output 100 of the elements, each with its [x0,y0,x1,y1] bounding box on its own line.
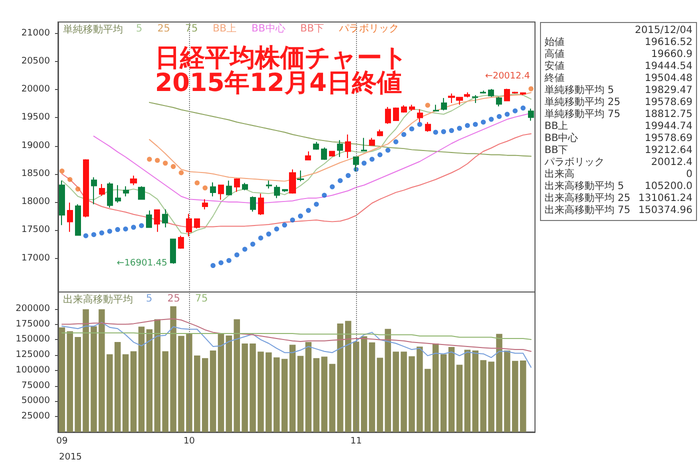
candlestick [305,150,311,161]
y-tick-label: 75000 [21,380,50,391]
point [162,160,168,166]
bar [122,354,129,432]
point [377,152,382,158]
point [464,123,470,128]
text: 19944.74 [644,121,692,132]
text: 2015/12/04 [634,25,692,36]
y-tick-label: 17000 [21,253,50,264]
point [338,178,343,184]
line-series [148,102,532,157]
point [146,156,152,162]
point [472,122,478,127]
candlestick [496,96,502,107]
point [131,224,136,230]
point [83,233,88,238]
candlestick [67,202,73,232]
text: 150374.96 [638,205,692,216]
candlestick [480,90,486,94]
text: 19444.54 [644,61,692,72]
point [322,192,327,198]
text: 19504.48 [644,73,692,84]
candlestick [250,196,256,212]
point [314,202,319,207]
bar [368,342,376,432]
y-tick-label: 200000 [16,304,50,314]
bar [218,333,224,432]
point [170,164,176,170]
point [242,246,248,252]
x-axis-title: 2015 [59,452,82,462]
annotation: ←20012.4 [485,71,530,82]
point [385,148,390,153]
candlestick [321,146,327,160]
candlestick [107,182,113,208]
bar [138,326,145,432]
candlestick [138,186,145,200]
line-series [61,94,532,235]
text: 安値 [544,60,564,72]
candlestick [258,193,264,216]
text: 19578.69 [644,97,692,108]
candlestick [282,188,288,192]
candlestick [433,104,439,112]
legend-title: 単純移動平均 [63,24,123,36]
text: 19578.69 [644,133,692,144]
candlestick [528,108,534,122]
point [290,218,296,222]
bar [289,344,296,432]
candlestick [377,128,383,137]
point [393,139,398,144]
point [234,252,240,258]
candlestick [504,88,510,102]
point [480,120,486,125]
point [210,263,216,268]
candlestick [313,141,319,150]
candlestick [385,106,391,124]
point [346,173,351,178]
candlestick [361,137,367,152]
text: 20012.4 [651,157,692,168]
candlestick [154,208,160,232]
point [512,108,518,114]
point [250,242,256,247]
legend-title: 出来高移動平均 [63,294,133,306]
point [59,168,64,174]
candlestick [242,182,248,191]
bar [305,342,312,432]
candlestick [401,104,407,114]
point [520,106,526,111]
y-tick-label: 17500 [21,225,50,236]
bar [376,358,384,432]
y-tick-label: 20500 [21,56,50,66]
bar [58,327,66,432]
candlestick [329,150,335,157]
candlestick [425,122,431,132]
line-series [61,332,532,340]
point [75,186,80,192]
point [178,170,184,176]
series-label: 25 [167,294,180,304]
text: 出来高 [544,168,574,180]
y-tick-label: 18500 [21,168,50,179]
point [488,116,494,122]
candlestick [178,235,184,250]
candlestick [520,92,526,96]
point [226,258,232,263]
line-series [61,133,532,228]
candlestick [91,176,97,205]
bar [456,364,463,432]
x-tick-label: 11 [350,436,362,446]
annotation: ←16901.45 [116,258,168,268]
bar [226,335,232,432]
candlestick [194,218,200,229]
text: 19616.52 [644,37,692,48]
candlestick [75,204,81,236]
text: パラボリック [544,157,604,168]
candlestick [162,208,168,228]
point [282,222,288,228]
candlestick [123,186,129,197]
point [433,130,438,135]
point [154,158,160,163]
point [138,223,144,228]
y-tick-label: 25000 [21,412,50,422]
